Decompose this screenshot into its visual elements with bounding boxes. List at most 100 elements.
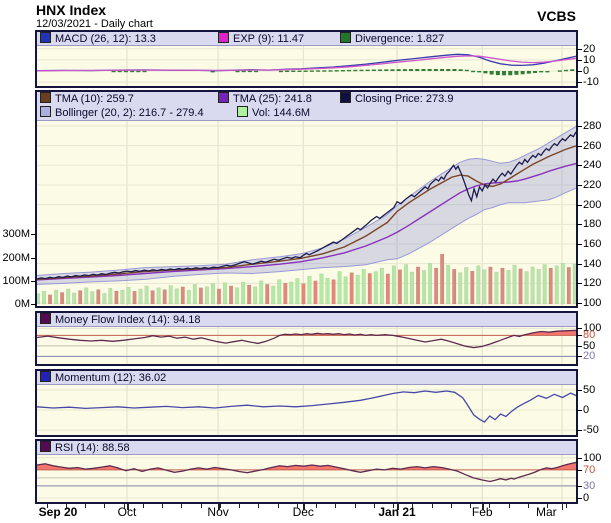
tma25-swatch-icon (218, 92, 229, 103)
right-axis-tick-label: 0 (583, 491, 590, 504)
x-axis-minor-tick (508, 504, 510, 508)
axis-tick-mark (577, 244, 582, 245)
x-axis-major-tick (218, 504, 220, 510)
axis-tick-mark (577, 184, 582, 186)
axis-tick-mark (577, 224, 582, 226)
bollinger-legend-item: Bollinger (20, 2): 216.7 - 279.4 (40, 106, 204, 120)
axis-tick-mark (577, 165, 582, 167)
exp-legend-item: EXP (9): 11.47 (218, 32, 304, 46)
x-axis-month-label: Sep 20 (38, 505, 78, 519)
axis-tick-mark (577, 48, 582, 50)
axis-tick-mark (577, 328, 582, 330)
divergence-swatch-icon (340, 32, 351, 43)
x-axis-minor-tick (373, 504, 375, 508)
plot-mom-svg (37, 385, 576, 435)
axis-tick-mark (577, 410, 582, 411)
axis-tick-mark (31, 234, 36, 236)
volume-swatch-icon (237, 106, 248, 117)
mfi-panel: Money Flow Index (14): 94.18 (35, 311, 578, 366)
macd-legend: MACD (26, 12): 13.3 EXP (9): 11.47 Diver… (37, 32, 576, 46)
x-axis-minor-tick (489, 504, 491, 508)
right-axis-tick-label: 160 (583, 238, 602, 250)
x-axis-major-tick (397, 504, 399, 510)
axis-tick-mark (577, 497, 582, 499)
axis-tick-mark (577, 125, 582, 127)
x-axis-minor-tick (316, 504, 318, 508)
x-axis-minor-tick (470, 504, 472, 508)
x-axis-month-label: Nov (207, 505, 229, 519)
mfi-legend-item: Money Flow Index (14): 94.18 (40, 313, 201, 327)
mfi-swatch-icon (40, 313, 51, 324)
x-axis-minor-tick (181, 504, 183, 508)
x-axis-major-tick (561, 504, 564, 510)
closing-price-swatch-icon (340, 92, 351, 103)
right-axis-tick-label: 50 (583, 383, 596, 396)
left-axis-tick-label: 0M (14, 298, 30, 310)
tma25-legend-item: TMA (25): 241.8 (218, 92, 312, 107)
x-axis-minor-tick (527, 504, 529, 508)
x-axis-month-label: Dec (292, 505, 314, 519)
x-axis-major-tick (482, 504, 484, 510)
right-axis-tick-label: 10 (583, 53, 596, 66)
axis-tick-mark (577, 71, 582, 72)
axis-tick-mark (577, 356, 582, 358)
bollinger-swatch-icon (40, 106, 51, 117)
x-axis-minor-tick (65, 504, 67, 508)
x-axis-minor-tick (335, 504, 337, 508)
x-axis-minor-tick (431, 504, 433, 508)
x-axis-month-label: Jan 21 (378, 505, 416, 519)
macd-panel: MACD (26, 12): 13.3 EXP (9): 11.47 Diver… (35, 30, 578, 88)
x-axis-minor-tick (547, 504, 548, 508)
x-axis-minor-tick (277, 504, 279, 508)
plot-main-svg (37, 121, 576, 306)
mfi-plot (37, 327, 576, 364)
right-axis-tick-label: 20 (583, 42, 596, 55)
plot-rsi-svg (37, 455, 576, 502)
right-axis-tick-label: 30 (583, 479, 596, 492)
axis-tick-mark (577, 335, 582, 337)
x-axis-minor-tick (46, 504, 48, 508)
exp-swatch-icon (218, 32, 229, 43)
right-axis-tick-label: 0 (583, 65, 590, 77)
x-axis-minor-tick (104, 504, 106, 508)
x-axis-minor-tick (142, 504, 144, 508)
x-axis-major-tick (303, 504, 305, 510)
momentum-legend: Momentum (12): 36.02 (37, 371, 576, 385)
left-axis-tick-label: 100M (2, 274, 30, 287)
right-axis-tick-label: 180 (583, 218, 602, 231)
axis-tick-mark (577, 263, 582, 265)
chart-subtitle: 12/03/2021 - Daily chart (36, 18, 153, 30)
rsi-panel: RSI (14): 88.58 (35, 439, 578, 504)
tma10-legend-item: TMA (10): 259.7 (40, 92, 134, 107)
price-panel: TMA (10): 259.7 TMA (25): 241.8 Closing … (35, 90, 578, 308)
axis-tick-mark (577, 485, 582, 487)
right-axis-tick-label: -50 (583, 424, 599, 437)
momentum-plot (37, 385, 576, 435)
x-axis-minor-tick (566, 504, 568, 508)
x-axis-month-label: Feb (471, 505, 493, 519)
axis-tick-mark (577, 59, 582, 61)
x-axis-minor-tick (296, 504, 298, 508)
right-axis-tick-label: 220 (583, 178, 602, 191)
x-axis-month-label: Oct (117, 505, 137, 519)
axis-tick-mark (577, 345, 582, 347)
brand-logo: VCBS (537, 8, 576, 24)
x-axis-month-label: Mar (536, 505, 557, 519)
axis-tick-mark (577, 469, 582, 471)
x-axis-minor-tick (219, 504, 221, 508)
x-axis-major-tick (127, 504, 129, 510)
closing-price-legend-item: Closing Price: 273.9 (340, 92, 453, 107)
macd-legend-item: MACD (26, 12): 13.3 (40, 32, 156, 46)
rsi-plot (37, 455, 576, 502)
axis-tick-mark (577, 389, 582, 391)
right-axis-tick-label: 100 (583, 322, 602, 335)
right-axis-tick-label: 200 (583, 198, 602, 211)
right-axis-tick-label: 0 (583, 404, 590, 416)
left-axis-tick-label: 200M (2, 251, 30, 264)
momentum-legend-item: Momentum (12): 36.02 (40, 371, 166, 385)
macd-plot (37, 46, 576, 86)
axis-tick-mark (31, 304, 36, 305)
left-axis-tick-label: 300M (2, 228, 30, 241)
x-axis-minor-tick (354, 504, 356, 508)
right-axis-tick-label: 120 (583, 277, 602, 290)
